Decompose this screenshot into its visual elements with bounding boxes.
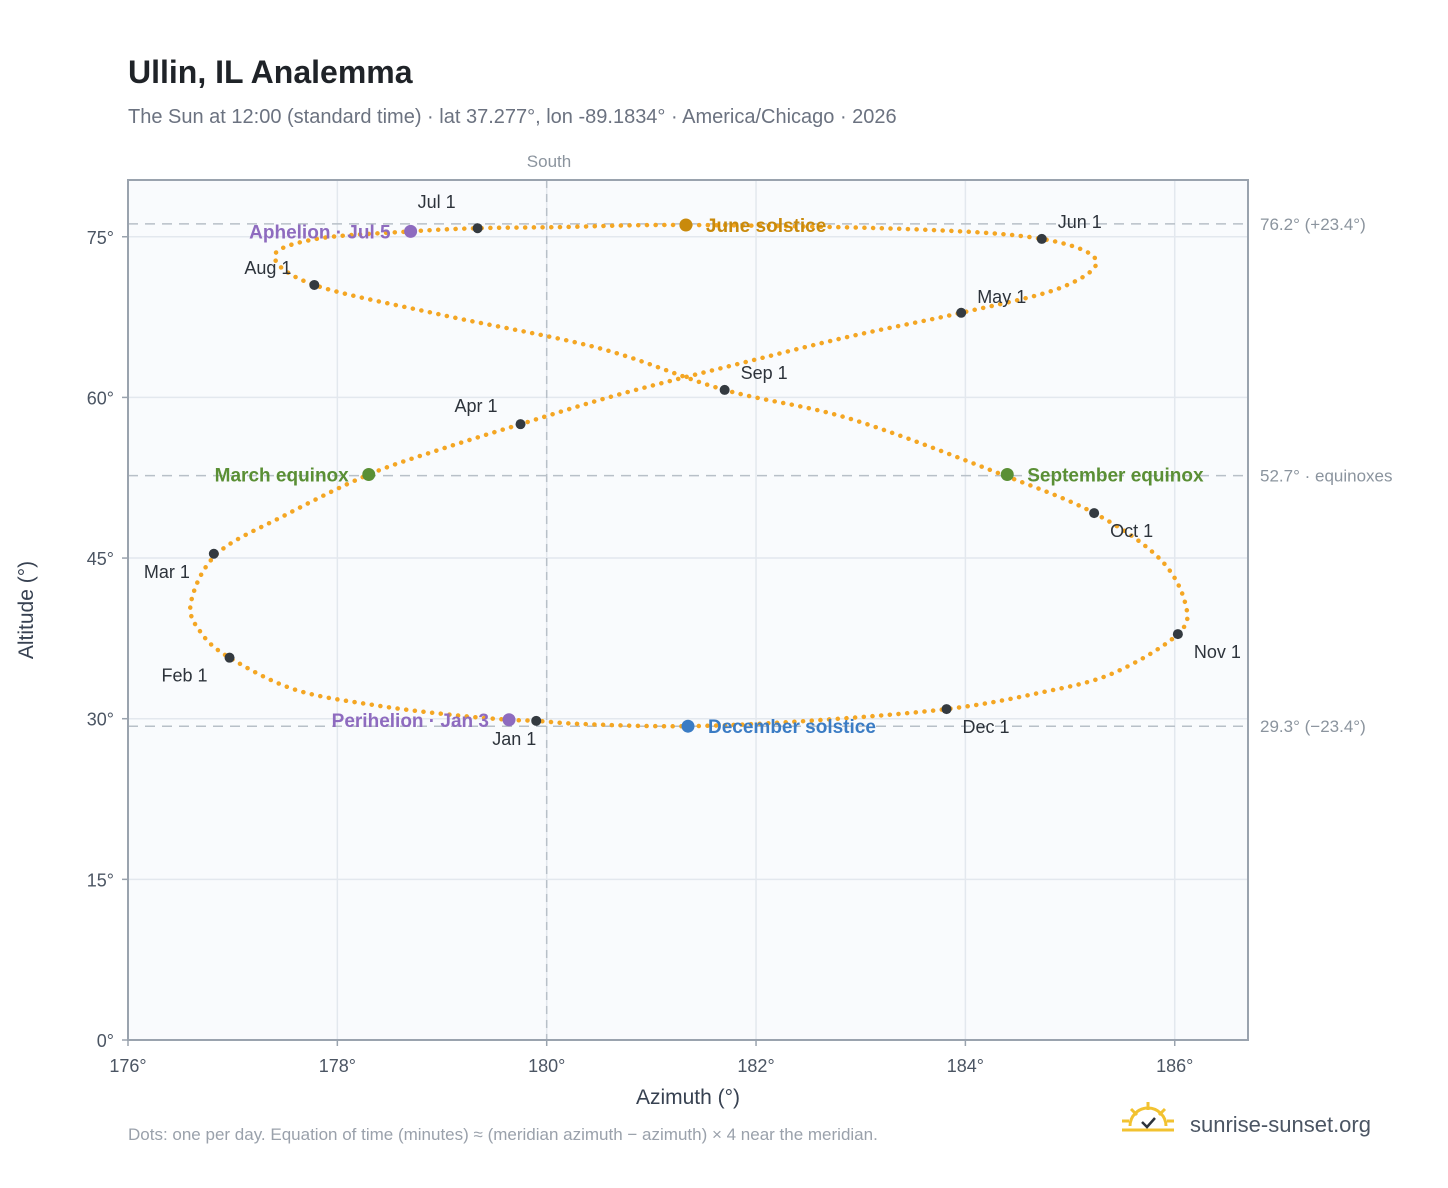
event-label: December solstice — [708, 717, 876, 738]
x-tick-label: 178° — [319, 1056, 356, 1076]
month-label: Aug 1 — [244, 258, 291, 278]
month-marker — [1089, 508, 1100, 519]
event-label: June solstice — [706, 216, 826, 237]
month-marker — [719, 384, 730, 395]
reference-lines: 76.2° (+23.4°) 52.7° · equinoxes 29.3° (−2… — [128, 180, 1393, 1040]
month-marker — [941, 704, 952, 715]
chart-subtitle: The Sun at 12:00 (standard time) · lat 3… — [128, 106, 897, 128]
event-markers: June solstice December solstice March equi… — [215, 216, 1204, 738]
month-label: Apr 1 — [455, 396, 498, 416]
month-marker — [515, 419, 526, 430]
y-axis-label: Altitude (°) — [15, 561, 38, 659]
analemma-path — [187, 222, 1190, 729]
x-tick-label: 184° — [947, 1056, 984, 1076]
y-tick-label: 60° — [87, 388, 114, 408]
month-label: Sep 1 — [741, 363, 788, 383]
reference-line-label: 29.3° (−23.4°) — [1260, 717, 1366, 736]
month-label: Mar 1 — [144, 562, 190, 582]
month-label: Jul 1 — [418, 192, 456, 212]
event-marker — [404, 224, 418, 238]
y-tick-label: 0° — [97, 1031, 114, 1051]
event-label: Aphelion · Jul 5 — [249, 222, 391, 243]
y-tick-label: 45° — [87, 549, 114, 569]
month-label: May 1 — [977, 287, 1026, 307]
month-label: Jan 1 — [492, 729, 536, 749]
footnote: Dots: one per day. Equation of time (min… — [128, 1125, 878, 1144]
x-tick-label: 176° — [109, 1056, 146, 1076]
month-marker — [1172, 629, 1183, 640]
x-tick-label: 182° — [737, 1056, 774, 1076]
month-label: Dec 1 — [963, 717, 1010, 737]
event-marker — [679, 218, 693, 232]
month-label: Oct 1 — [1110, 521, 1153, 541]
daily-dots — [187, 222, 1190, 729]
event-label: Perihelion · Jan 3 — [332, 711, 489, 732]
y-tick-label: 30° — [87, 710, 114, 730]
month-label: Jun 1 — [1058, 212, 1102, 232]
month-label: Feb 1 — [162, 666, 208, 686]
chart-title: Ullin, IL Analemma — [128, 54, 413, 90]
event-label: March equinox — [215, 466, 350, 487]
brand-name: sunrise-sunset.org — [1190, 1112, 1371, 1137]
event-marker — [362, 468, 376, 482]
axis-ticks: 176° 178° 180° 182° 184° 186° 0° 15° 30° 45° 60° 75… — [87, 228, 1194, 1076]
month-label: Nov 1 — [1194, 642, 1241, 662]
meridian-label: South — [527, 152, 571, 171]
event-marker — [681, 719, 695, 733]
month-marker — [1036, 233, 1047, 244]
brand-logo — [1122, 1102, 1174, 1132]
event-marker — [502, 713, 516, 727]
reference-line-label: 76.2° (+23.4°) — [1260, 215, 1366, 234]
month-marker — [224, 652, 235, 663]
plot-frame — [127, 179, 1249, 1041]
y-tick-label: 15° — [87, 870, 114, 890]
x-tick-label: 180° — [528, 1056, 565, 1076]
month-markers: Jan 1 Feb 1 Mar 1 Apr 1 May 1 Jun 1 Jul 1 Aug 1… — [144, 192, 1241, 749]
plot-area — [128, 180, 1248, 1040]
month-marker — [309, 279, 320, 290]
event-label: September equinox — [1027, 466, 1204, 487]
y-tick-label: 75° — [87, 228, 114, 248]
month-marker — [472, 223, 483, 234]
reference-line-label: 52.7° · equinoxes — [1260, 467, 1393, 486]
month-marker — [531, 715, 542, 726]
x-tick-label: 186° — [1156, 1056, 1193, 1076]
x-axis-label: Azimuth (°) — [636, 1086, 740, 1109]
event-marker — [1000, 468, 1014, 482]
month-marker — [208, 548, 219, 559]
month-marker — [956, 307, 967, 318]
